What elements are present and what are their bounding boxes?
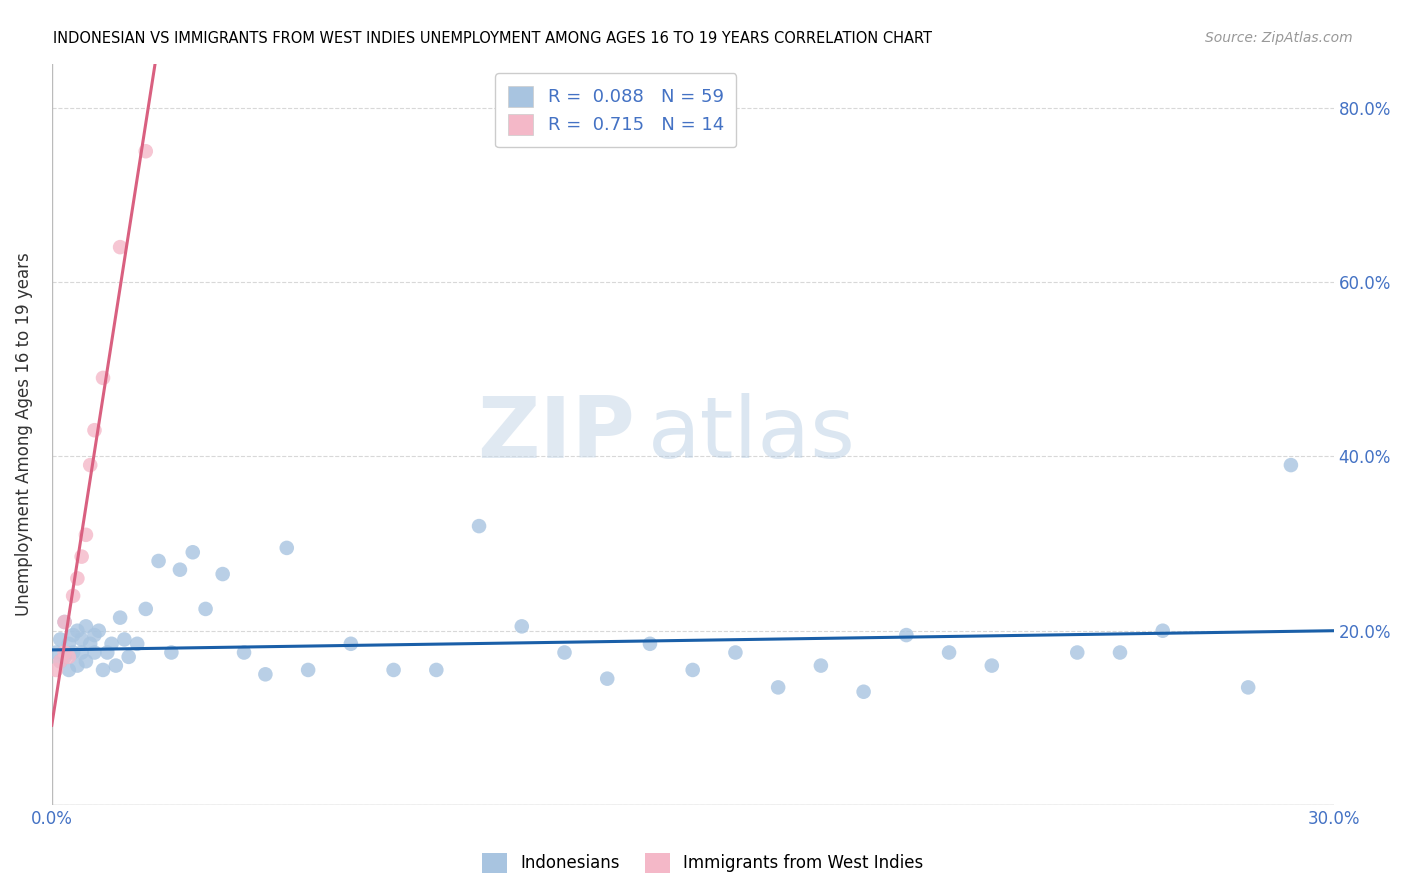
Point bbox=[62, 589, 84, 603]
Point bbox=[276, 541, 298, 555]
Legend: Indonesians, Immigrants from West Indies: Indonesians, Immigrants from West Indies bbox=[475, 847, 931, 880]
Point bbox=[100, 637, 122, 651]
Point bbox=[70, 632, 93, 647]
Point bbox=[58, 649, 80, 664]
Point bbox=[83, 628, 105, 642]
Text: atlas: atlas bbox=[648, 393, 856, 476]
Point bbox=[938, 646, 960, 660]
Point bbox=[79, 637, 101, 651]
Point bbox=[468, 519, 491, 533]
Point bbox=[233, 646, 256, 660]
Point bbox=[70, 549, 93, 564]
Point bbox=[49, 632, 72, 647]
Point bbox=[62, 628, 84, 642]
Point bbox=[510, 619, 533, 633]
Point bbox=[53, 649, 76, 664]
Point bbox=[1066, 646, 1088, 660]
Point bbox=[53, 615, 76, 629]
Point bbox=[75, 654, 97, 668]
Point bbox=[596, 672, 619, 686]
Point bbox=[45, 646, 67, 660]
Point bbox=[169, 563, 191, 577]
Text: ZIP: ZIP bbox=[477, 393, 636, 476]
Point bbox=[96, 646, 118, 660]
Point bbox=[83, 423, 105, 437]
Point bbox=[66, 571, 89, 585]
Point bbox=[91, 371, 114, 385]
Point bbox=[181, 545, 204, 559]
Point bbox=[1279, 458, 1302, 472]
Point bbox=[382, 663, 405, 677]
Point bbox=[79, 458, 101, 472]
Point bbox=[112, 632, 135, 647]
Point bbox=[127, 637, 149, 651]
Point bbox=[91, 663, 114, 677]
Point bbox=[108, 610, 131, 624]
Legend: R =  0.088   N = 59, R =  0.715   N = 14: R = 0.088 N = 59, R = 0.715 N = 14 bbox=[495, 73, 737, 147]
Point bbox=[53, 646, 76, 660]
Y-axis label: Unemployment Among Ages 16 to 19 years: Unemployment Among Ages 16 to 19 years bbox=[15, 252, 32, 616]
Point bbox=[425, 663, 447, 677]
Point bbox=[45, 663, 67, 677]
Point bbox=[340, 637, 363, 651]
Point bbox=[724, 646, 747, 660]
Point bbox=[1237, 681, 1260, 695]
Point bbox=[75, 619, 97, 633]
Point bbox=[135, 602, 157, 616]
Point bbox=[62, 646, 84, 660]
Point bbox=[66, 624, 89, 638]
Point bbox=[104, 658, 127, 673]
Point bbox=[297, 663, 319, 677]
Point bbox=[254, 667, 277, 681]
Point bbox=[53, 615, 76, 629]
Point bbox=[66, 658, 89, 673]
Point bbox=[83, 646, 105, 660]
Point bbox=[638, 637, 661, 651]
Point bbox=[194, 602, 217, 616]
Text: INDONESIAN VS IMMIGRANTS FROM WEST INDIES UNEMPLOYMENT AMONG AGES 16 TO 19 YEARS: INDONESIAN VS IMMIGRANTS FROM WEST INDIE… bbox=[53, 31, 932, 46]
Point bbox=[160, 646, 183, 660]
Point bbox=[49, 654, 72, 668]
Point bbox=[1109, 646, 1132, 660]
Point bbox=[58, 663, 80, 677]
Text: Source: ZipAtlas.com: Source: ZipAtlas.com bbox=[1205, 31, 1353, 45]
Point bbox=[58, 637, 80, 651]
Point bbox=[852, 685, 875, 699]
Point bbox=[810, 658, 832, 673]
Point bbox=[896, 628, 918, 642]
Point bbox=[49, 654, 72, 668]
Point bbox=[118, 649, 141, 664]
Point bbox=[682, 663, 704, 677]
Point bbox=[980, 658, 1002, 673]
Point bbox=[553, 646, 575, 660]
Point bbox=[75, 528, 97, 542]
Point bbox=[766, 681, 789, 695]
Point bbox=[87, 624, 110, 638]
Point bbox=[108, 240, 131, 254]
Point bbox=[1152, 624, 1174, 638]
Point bbox=[70, 646, 93, 660]
Point bbox=[148, 554, 170, 568]
Point bbox=[211, 567, 233, 582]
Point bbox=[135, 145, 157, 159]
